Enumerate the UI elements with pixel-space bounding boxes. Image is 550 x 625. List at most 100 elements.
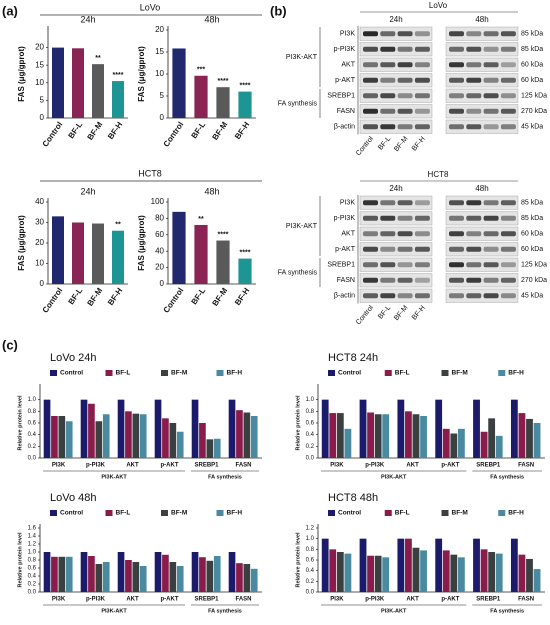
- size-label: 60 kDa: [521, 77, 543, 84]
- group-label: FA synthesis: [208, 608, 242, 614]
- blot-band: [449, 93, 464, 99]
- blot-band: [397, 200, 413, 206]
- legend-swatch: [328, 510, 335, 516]
- legend-swatch: [216, 370, 224, 376]
- chart-title: 24h: [80, 14, 95, 24]
- size-label: 60 kDa: [521, 231, 543, 238]
- x-tick-label: PI3K: [330, 463, 344, 469]
- blot-strip: [445, 26, 519, 41]
- y-axis-label: Relative protein level: [17, 395, 23, 450]
- blot-band: [500, 246, 516, 252]
- bar: [52, 47, 64, 118]
- bar: [80, 399, 88, 458]
- y-axis-label: Relative protein level: [295, 395, 301, 450]
- bar: [526, 418, 533, 458]
- blot-strip: [359, 57, 433, 72]
- size-label: 85 kDa: [521, 31, 543, 38]
- blot-band: [363, 93, 378, 99]
- bar: [162, 418, 169, 458]
- blot-band: [466, 293, 482, 299]
- bar: [125, 560, 132, 592]
- significance-label: ***: [197, 67, 205, 74]
- row-label: SREBP1: [327, 262, 355, 269]
- blot-band: [397, 262, 413, 268]
- bar: [412, 414, 420, 458]
- bar: [480, 431, 488, 458]
- blot-band: [483, 215, 499, 221]
- bar: [382, 557, 390, 592]
- blot-strip: [445, 257, 519, 272]
- bar: [228, 552, 236, 592]
- bar: [169, 423, 177, 458]
- time-label: 24h: [389, 15, 402, 24]
- bar: [250, 416, 258, 458]
- y-tick-label: 0.0: [306, 456, 315, 462]
- blot-band: [380, 293, 396, 299]
- bar: [243, 564, 251, 592]
- bar: [488, 418, 496, 458]
- bar: [435, 399, 443, 458]
- blot-band: [483, 108, 499, 114]
- bar: [58, 556, 66, 592]
- y-tick-label: 1.0: [28, 550, 37, 556]
- blot-band: [414, 46, 430, 52]
- x-tick-label: BF-M: [86, 286, 105, 308]
- group-label: PI3K-AKT: [381, 608, 407, 614]
- legend-label: BF-M: [171, 510, 187, 517]
- blot-band: [500, 200, 516, 206]
- bar: [450, 433, 458, 458]
- bar: [435, 538, 443, 592]
- x-tick-label: p-AKT: [161, 463, 179, 469]
- blot-band: [380, 262, 396, 268]
- bar: [191, 552, 199, 592]
- blot-band: [363, 124, 378, 130]
- blot-band: [397, 246, 413, 252]
- blot-band: [483, 200, 499, 206]
- blot-strip: [359, 257, 433, 272]
- bar: [412, 547, 420, 592]
- group-label: FA synthesis: [278, 269, 318, 276]
- blot-band: [380, 215, 396, 221]
- x-tick-label: Control: [162, 120, 186, 148]
- row-label: p-PI3K: [334, 46, 356, 53]
- size-label: 85 kDa: [521, 200, 543, 207]
- blot-band: [483, 246, 499, 252]
- y-tick-label: 10: [155, 69, 164, 78]
- y-tick-label: 10: [35, 259, 44, 268]
- row-label: FASN: [337, 108, 355, 115]
- blot-band: [500, 77, 516, 83]
- blot-band: [380, 231, 396, 237]
- x-tick-label: BF-L: [190, 120, 208, 140]
- x-tick-label: BF-H: [233, 286, 251, 307]
- x-tick-label: p-PI3K: [365, 463, 385, 469]
- bar: [405, 538, 412, 592]
- blot-strip: [359, 242, 433, 257]
- legend-swatch: [498, 510, 506, 516]
- y-tick-label: 20: [155, 25, 164, 34]
- x-tick-label: BF-H: [233, 120, 251, 141]
- x-tick-label: SREBP1: [194, 597, 219, 603]
- x-tick-label: BF-H: [106, 286, 124, 307]
- legend-swatch: [384, 510, 392, 516]
- legend-swatch: [216, 510, 224, 516]
- blot-band: [483, 77, 499, 83]
- x-tick-label: BF-L: [67, 286, 85, 306]
- blot-strip: [445, 211, 519, 226]
- bar: [213, 438, 221, 458]
- bar: [213, 556, 221, 592]
- blot-band: [483, 277, 499, 283]
- blot-band: [414, 277, 430, 283]
- row-label: p-AKT: [335, 77, 356, 84]
- blot-band: [449, 46, 464, 52]
- bar: [132, 413, 140, 458]
- legend-label: BF-M: [452, 510, 468, 517]
- bar: [442, 550, 450, 592]
- bar: [457, 428, 465, 458]
- blot-band: [449, 231, 464, 237]
- bar: [172, 48, 186, 119]
- significance-label: ****: [240, 249, 251, 256]
- size-label: 85 kDa: [521, 215, 543, 222]
- x-tick-label: AKT: [126, 597, 139, 603]
- blot-band: [363, 246, 378, 252]
- bar: [488, 552, 496, 592]
